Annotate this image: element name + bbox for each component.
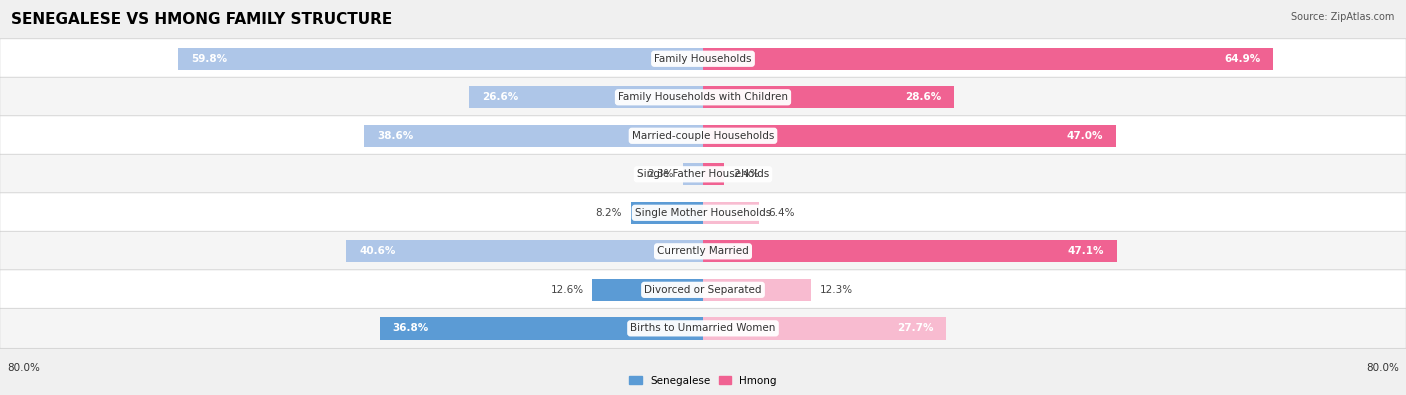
- Bar: [703, 86, 955, 109]
- Text: 80.0%: 80.0%: [1367, 363, 1399, 373]
- Text: 8.2%: 8.2%: [596, 208, 621, 218]
- Text: 26.6%: 26.6%: [482, 92, 519, 102]
- Text: 40.6%: 40.6%: [360, 246, 395, 256]
- Text: Single Father Households: Single Father Households: [637, 169, 769, 179]
- Text: 36.8%: 36.8%: [392, 324, 429, 333]
- Bar: [592, 278, 703, 301]
- Text: 59.8%: 59.8%: [191, 54, 226, 64]
- Bar: [177, 47, 703, 70]
- Bar: [470, 86, 703, 109]
- Text: 6.4%: 6.4%: [768, 208, 794, 218]
- Text: 12.6%: 12.6%: [550, 285, 583, 295]
- Bar: [364, 124, 703, 147]
- Text: 28.6%: 28.6%: [905, 92, 941, 102]
- Text: 80.0%: 80.0%: [7, 363, 39, 373]
- Bar: [703, 201, 759, 224]
- FancyBboxPatch shape: [0, 154, 1406, 194]
- Text: 38.6%: 38.6%: [377, 131, 413, 141]
- Text: Source: ZipAtlas.com: Source: ZipAtlas.com: [1291, 12, 1395, 22]
- Text: Births to Unmarried Women: Births to Unmarried Women: [630, 324, 776, 333]
- FancyBboxPatch shape: [0, 231, 1406, 271]
- Bar: [380, 317, 703, 340]
- Bar: [703, 124, 1116, 147]
- Text: 64.9%: 64.9%: [1223, 54, 1260, 64]
- Bar: [683, 163, 703, 186]
- FancyBboxPatch shape: [0, 193, 1406, 233]
- FancyBboxPatch shape: [0, 77, 1406, 117]
- Bar: [346, 240, 703, 263]
- Text: 27.7%: 27.7%: [897, 324, 934, 333]
- Text: 47.0%: 47.0%: [1066, 131, 1102, 141]
- Text: Family Households: Family Households: [654, 54, 752, 64]
- Bar: [703, 317, 946, 340]
- FancyBboxPatch shape: [0, 39, 1406, 79]
- Text: 12.3%: 12.3%: [820, 285, 853, 295]
- Text: Married-couple Households: Married-couple Households: [631, 131, 775, 141]
- Legend: Senegalese, Hmong: Senegalese, Hmong: [624, 371, 782, 390]
- Text: 2.4%: 2.4%: [733, 169, 759, 179]
- Bar: [703, 47, 1274, 70]
- FancyBboxPatch shape: [0, 270, 1406, 310]
- Text: Divorced or Separated: Divorced or Separated: [644, 285, 762, 295]
- Text: Single Mother Households: Single Mother Households: [636, 208, 770, 218]
- Text: Family Households with Children: Family Households with Children: [619, 92, 787, 102]
- Bar: [631, 201, 703, 224]
- Text: 2.3%: 2.3%: [648, 169, 673, 179]
- Text: 47.1%: 47.1%: [1067, 246, 1104, 256]
- Text: SENEGALESE VS HMONG FAMILY STRUCTURE: SENEGALESE VS HMONG FAMILY STRUCTURE: [11, 12, 392, 27]
- Bar: [703, 240, 1116, 263]
- FancyBboxPatch shape: [0, 308, 1406, 348]
- FancyBboxPatch shape: [0, 116, 1406, 156]
- Text: Currently Married: Currently Married: [657, 246, 749, 256]
- Bar: [703, 278, 811, 301]
- Bar: [703, 163, 724, 186]
